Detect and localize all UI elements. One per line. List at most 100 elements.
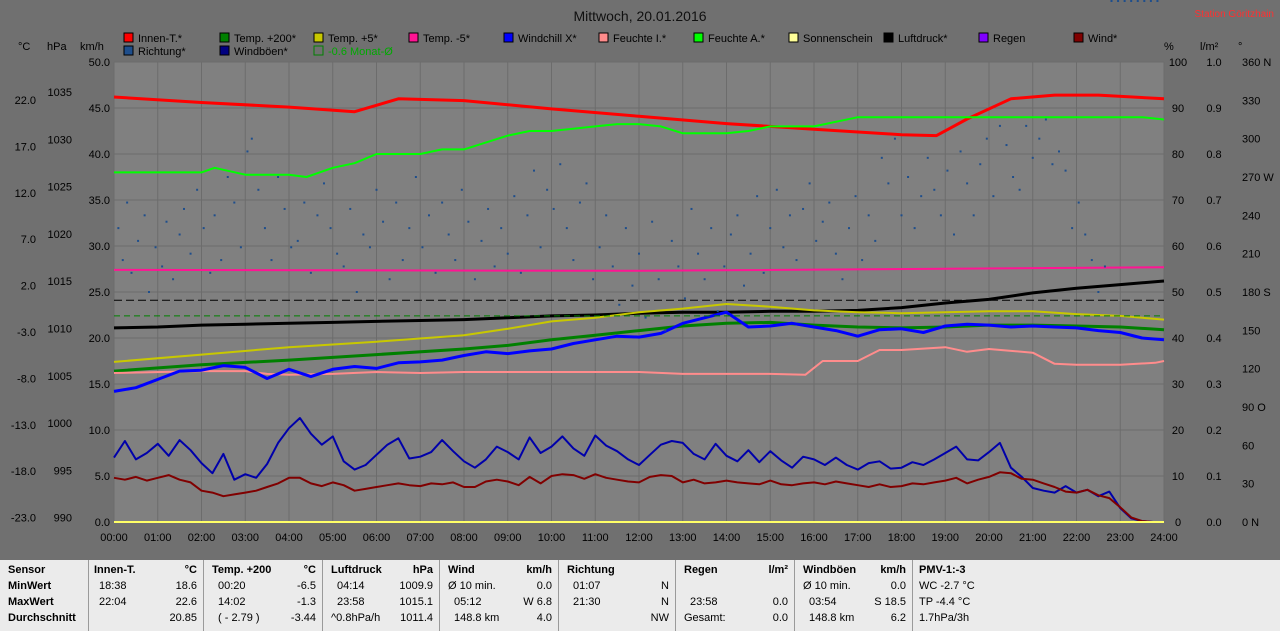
- stats-header-temp200: Temp. +200: [212, 564, 272, 576]
- series-line-wind: [113, 471, 1164, 523]
- stats-col-innen: Innen-T. °C 18:38 18.6 22:04 22.6 20.85: [89, 560, 204, 631]
- direction-point: [1031, 156, 1034, 159]
- direction-point: [907, 176, 910, 178]
- direction-point: [395, 201, 398, 204]
- direction-point: [487, 207, 490, 210]
- direction-point: [834, 252, 837, 255]
- x-tick-label: 18:00: [888, 532, 916, 544]
- direction-point: [161, 265, 164, 268]
- direction-point: [408, 227, 411, 230]
- direction-point: [1136, 0, 1139, 2]
- direction-point: [309, 271, 312, 274]
- direction-point: [329, 227, 332, 230]
- direction-point: [664, 329, 667, 332]
- direction-point: [1058, 150, 1060, 153]
- stats-regen-max-time: 23:58: [690, 596, 718, 608]
- stats-header-luftdruck: Luftdruck: [331, 564, 382, 576]
- unit-dir: °: [1238, 41, 1242, 53]
- percent-tick-label: 20: [1172, 425, 1184, 437]
- chart-title: Mittwoch, 20.01.2016: [573, 8, 706, 24]
- direction-point: [473, 278, 476, 281]
- direction-point: [143, 214, 146, 217]
- stats-richtung-avg-val: NW: [650, 612, 669, 624]
- direction-point: [1012, 176, 1015, 178]
- direction-tick-label: 330: [1242, 95, 1260, 107]
- legend-swatch: [788, 32, 799, 43]
- direction-tick-label: 60: [1242, 440, 1254, 452]
- direction-point: [1149, 0, 1152, 2]
- rain-tick-label: 0.4: [1206, 333, 1221, 345]
- speed-tick-label: 15.0: [89, 379, 110, 391]
- x-tick-label: 11:00: [582, 532, 609, 544]
- legend-swatch: [123, 45, 134, 56]
- unit-percent: %: [1164, 41, 1174, 53]
- stats-unit-innen: °C: [184, 564, 197, 576]
- series-line-temp-200: [113, 320, 1165, 373]
- direction-point: [1018, 188, 1021, 191]
- direction-point: [382, 220, 385, 223]
- direction-tick-label: 210: [1242, 249, 1260, 261]
- direction-point: [349, 207, 352, 210]
- rain-tick-label: 1.0: [1206, 57, 1221, 69]
- stats-unit-temp200: °C: [303, 564, 316, 576]
- direction-point: [992, 195, 995, 198]
- direction-point: [926, 156, 929, 159]
- temp-tick-label: 2.0: [21, 281, 36, 293]
- speed-tick-label: 30.0: [89, 241, 110, 253]
- direction-point: [848, 227, 850, 230]
- direction-point: [959, 150, 962, 153]
- stats-unit-luftdruck: hPa: [412, 564, 433, 576]
- stats-boeen-min-label: Ø 10 min.: [803, 580, 851, 592]
- pressure-tick-label: 1010: [48, 324, 72, 336]
- x-tick-label: 19:00: [931, 532, 959, 544]
- direction-point: [277, 176, 280, 178]
- stats-temp200-max-val: -1.3: [297, 596, 316, 608]
- direction-point: [480, 239, 483, 242]
- direction-point: [585, 182, 588, 185]
- direction-point: [239, 246, 242, 249]
- percent-tick-label: 0: [1175, 517, 1181, 529]
- direction-point: [202, 227, 205, 230]
- legend-label: Wind*: [1088, 33, 1118, 45]
- direction-point: [716, 310, 719, 313]
- direction-tick-label: 180 S: [1242, 287, 1271, 299]
- direction-point: [506, 252, 509, 255]
- stats-luftdruck-min-time: 04:14: [337, 580, 365, 592]
- temp-tick-label: -18.0: [11, 466, 36, 478]
- stats-regen-max-val: 0.0: [772, 596, 788, 608]
- stats-wind-avg-val: 4.0: [536, 612, 552, 624]
- legend-swatch: [1073, 32, 1084, 43]
- unit-rain: l/m²: [1200, 41, 1219, 53]
- stats-wind-max-time: 05:12: [454, 596, 482, 608]
- direction-tick-label: 300: [1242, 134, 1260, 146]
- x-tick-label: 13:00: [669, 532, 697, 544]
- direction-point: [233, 201, 236, 204]
- direction-point: [362, 233, 365, 236]
- direction-point: [788, 214, 791, 217]
- direction-point: [336, 252, 339, 255]
- pressure-tick-label: 1015: [48, 276, 72, 288]
- stats-wind-min-label: Ø 10 min.: [448, 580, 496, 592]
- direction-point: [690, 207, 693, 210]
- legend-label: -0.6 Monat-Ø: [328, 46, 393, 58]
- direction-point: [296, 239, 299, 242]
- direction-point: [283, 207, 286, 210]
- x-tick-label: 22:00: [1063, 532, 1091, 544]
- direction-point: [121, 259, 124, 262]
- stats-header-pmv: PMV-1:-3: [919, 564, 966, 576]
- stats-wind-min-val: 0.0: [536, 580, 552, 592]
- legend-swatch: [883, 32, 894, 43]
- stats-boeen-distance: 148.8 km: [809, 612, 855, 624]
- direction-point: [1071, 227, 1074, 230]
- legend-label: Sonnenschein: [803, 33, 873, 45]
- direction-point: [1005, 144, 1008, 147]
- direction-point: [263, 227, 266, 230]
- direction-point: [1090, 259, 1093, 262]
- x-tick-label: 23:00: [1106, 532, 1134, 544]
- x-tick-label: 06:00: [363, 532, 391, 544]
- direction-point: [467, 220, 470, 223]
- direction-point: [572, 259, 575, 262]
- direction-point: [1084, 233, 1087, 236]
- stats-temp200-max-time: 14:02: [218, 596, 246, 608]
- direction-point: [1051, 163, 1054, 166]
